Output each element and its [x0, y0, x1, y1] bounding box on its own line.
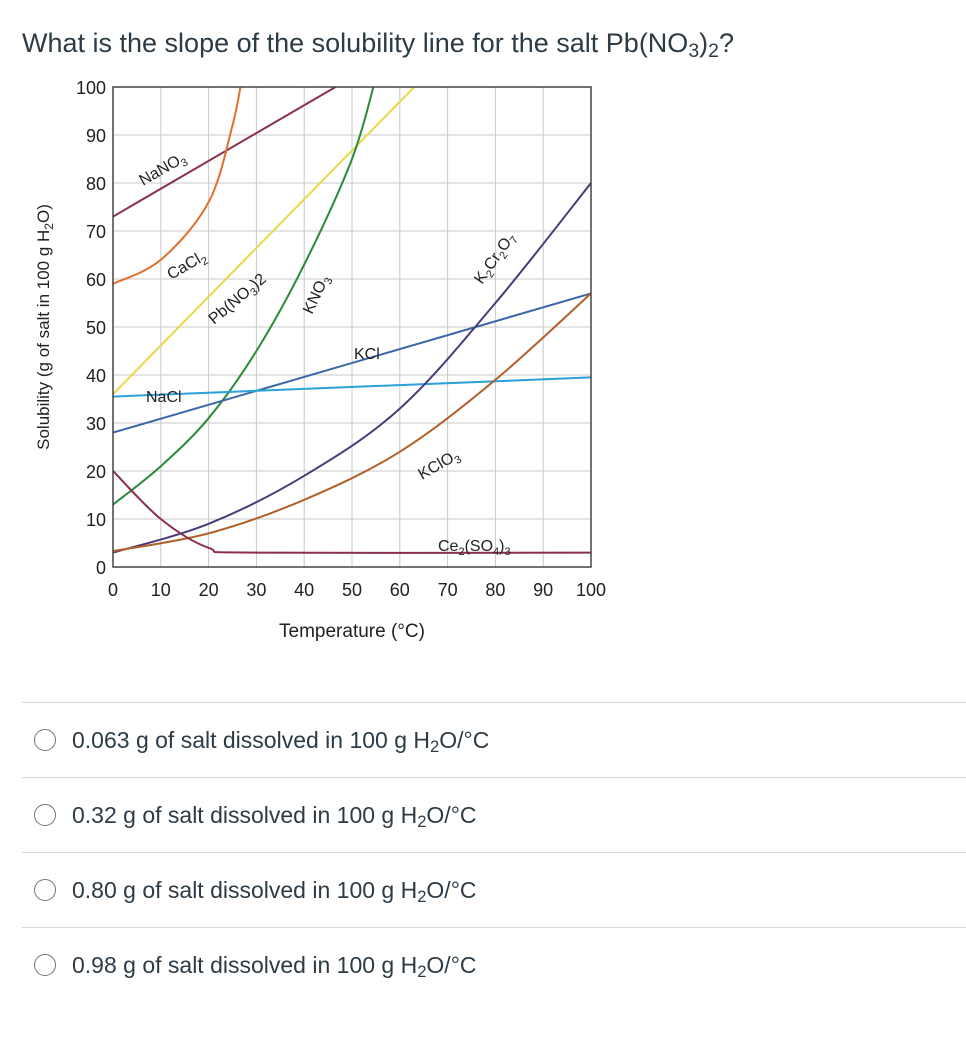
x-tick-label: 70 [438, 580, 458, 600]
answer-label: 0.063 g of salt dissolved in 100 g H2O/°… [72, 726, 490, 756]
series-line-cacl2 [113, 87, 242, 285]
x-tick-label: 40 [294, 580, 314, 600]
radio-icon[interactable] [34, 879, 56, 901]
question-text: What is the slope of the solubility line… [22, 28, 734, 62]
series-labels: NaNO3 CaCl2 Pb(NO3)2 KNO3 KCl NaCl K2Cr2… [137, 149, 522, 558]
y-tick-label: 0 [96, 558, 106, 578]
y-axis-label: Solubility (g of salt in 100 g H2O) [34, 204, 56, 450]
x-tick-label: 50 [342, 580, 362, 600]
plot-frame [112, 86, 592, 568]
x-tick-label: 80 [485, 580, 505, 600]
answer-label: 0.80 g of salt dissolved in 100 g H2O/°C [72, 876, 477, 906]
x-axis-label: Temperature (°C) [279, 621, 425, 642]
radio-icon[interactable] [34, 804, 56, 826]
answer-option-4[interactable]: 0.98 g of salt dissolved in 100 g H2O/°C [22, 927, 966, 1002]
radio-icon[interactable] [34, 954, 56, 976]
series-label-kclo3: KClO3 [416, 447, 464, 487]
series-line-kclo3 [113, 292, 591, 553]
y-tick-label: 70 [86, 222, 106, 242]
answer-option-1[interactable]: 0.063 g of salt dissolved in 100 g H2O/°… [22, 702, 966, 777]
series-line-nano3 [113, 87, 338, 218]
y-tick-label: 20 [86, 462, 106, 482]
x-tick-label: 10 [151, 580, 171, 600]
radio-icon[interactable] [34, 729, 56, 751]
y-tick-label: 30 [86, 414, 106, 434]
x-tick-label: 30 [246, 580, 266, 600]
answer-label: 0.32 g of salt dissolved in 100 g H2O/°C [72, 801, 477, 831]
y-tick-label: 50 [86, 318, 106, 338]
x-tick-labels: 0 10 20 30 40 50 60 70 80 90 100 [108, 580, 606, 600]
series-label-nacl: NaCl [146, 389, 182, 406]
answer-option-3[interactable]: 0.80 g of salt dissolved in 100 g H2O/°C [22, 852, 966, 927]
series-line-kno3 [113, 87, 375, 506]
y-tick-label: 10 [86, 510, 106, 530]
y-tick-label: 90 [86, 126, 106, 146]
x-tick-label: 90 [533, 580, 553, 600]
y-tick-label: 40 [86, 366, 106, 386]
y-tick-label: 100 [76, 78, 106, 98]
answer-label: 0.98 g of salt dissolved in 100 g H2O/°C [72, 951, 477, 981]
chart-curves [113, 87, 591, 554]
series-line-ce2so43 [113, 470, 591, 554]
series-label-nano3: NaNO3 [137, 149, 191, 192]
y-tick-label: 80 [86, 174, 106, 194]
answer-option-2[interactable]: 0.32 g of salt dissolved in 100 g H2O/°C [22, 777, 966, 852]
x-tick-label: 100 [576, 580, 606, 600]
series-label-cacl2: CaCl2 [165, 248, 211, 286]
x-tick-label: 20 [199, 580, 219, 600]
series-line-k2cr2o7 [113, 182, 591, 554]
series-line-pbno32 [113, 87, 416, 395]
series-label-kcl: KCl [354, 346, 380, 363]
y-tick-labels: 0 10 20 30 40 50 60 70 80 90 100 [76, 78, 106, 578]
x-tick-label: 0 [108, 580, 118, 600]
series-line-kcl [113, 292, 591, 434]
x-tick-label: 60 [390, 580, 410, 600]
answer-choices: 0.063 g of salt dissolved in 100 g H2O/°… [22, 702, 966, 1002]
series-line-nacl [113, 376, 591, 398]
y-tick-label: 60 [86, 270, 106, 290]
series-label-ce2so43: Ce2(SO4)3 [438, 538, 511, 558]
solubility-chart: 0 10 20 30 40 50 60 70 80 90 100 0 10 20 30 40 50 60 70 80… [34, 78, 606, 642]
